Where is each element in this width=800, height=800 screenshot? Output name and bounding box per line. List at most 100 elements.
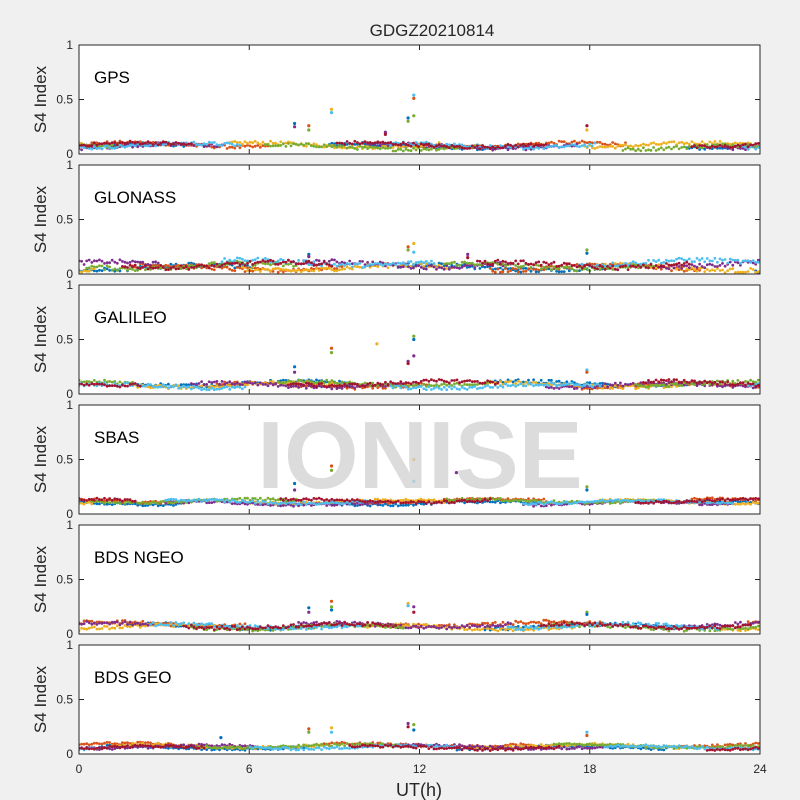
data-point: [105, 625, 109, 628]
data-point: [223, 385, 227, 389]
data-point: [493, 259, 497, 263]
data-point: [442, 382, 446, 386]
data-point: [333, 267, 336, 270]
data-point: [718, 269, 722, 272]
data-point: [141, 504, 145, 508]
data-point: [713, 145, 717, 149]
data-point: [751, 259, 755, 262]
data-point: [310, 144, 313, 148]
data-point: [731, 143, 735, 147]
data-point: [560, 620, 564, 624]
data-point: [264, 500, 267, 504]
data-point: [394, 384, 398, 388]
data-point: [264, 383, 267, 386]
data-point: [693, 268, 696, 271]
data-point: [511, 267, 515, 270]
data-point: [246, 496, 249, 500]
data-point: [470, 380, 474, 383]
data-point: [366, 502, 369, 506]
data-point: [276, 270, 280, 274]
data-point: [399, 380, 403, 383]
data-point: [565, 262, 569, 265]
data-point: [391, 263, 395, 267]
data-point: [700, 257, 704, 260]
data-point: [532, 504, 535, 508]
data-point: [373, 383, 377, 387]
data-point: [537, 268, 541, 272]
data-point: [394, 502, 398, 506]
data-point: [384, 498, 387, 502]
data-point: [340, 502, 344, 506]
data-point: [736, 143, 740, 147]
data-point: [136, 260, 140, 264]
data-point: [516, 499, 520, 503]
data-point: [555, 502, 558, 505]
data-point: [281, 382, 285, 385]
data-point: [631, 145, 635, 149]
data-point: [478, 263, 482, 267]
data-point: [210, 384, 214, 388]
data-point: [430, 259, 433, 263]
data-point: [187, 268, 191, 271]
data-point: [422, 502, 426, 506]
data-point: [192, 266, 196, 269]
data-point: [703, 382, 707, 386]
data-point: [672, 378, 676, 381]
data-point: [687, 262, 691, 266]
data-point: [534, 146, 538, 149]
data-point: [522, 384, 525, 388]
data-point: [92, 259, 96, 263]
data-point: [573, 383, 576, 387]
data-point: [404, 381, 408, 385]
data-point: [315, 258, 318, 262]
data-point: [527, 381, 530, 385]
data-point: [381, 498, 385, 502]
data-point: [108, 265, 111, 269]
data-point: [284, 502, 288, 506]
data-point: [149, 268, 152, 271]
data-point: [128, 267, 132, 270]
data-point: [659, 142, 663, 146]
data-point: [552, 141, 556, 145]
data-point: [177, 384, 181, 388]
data-point: [532, 263, 535, 267]
data-point: [391, 149, 395, 153]
data-point: [718, 140, 722, 143]
data-point: [376, 502, 380, 506]
data-point: [626, 499, 630, 502]
data-point: [476, 501, 479, 505]
data-point: [202, 142, 206, 146]
data-point: [386, 502, 390, 505]
data-point: [356, 265, 359, 269]
plot-area: [79, 165, 760, 274]
data-point: [253, 266, 257, 270]
data-point: [483, 145, 487, 149]
data-point: [603, 262, 607, 266]
data-point: [575, 142, 579, 146]
data-point: [82, 383, 86, 387]
data-point: [207, 144, 211, 148]
data-point: [164, 498, 168, 502]
data-point: [340, 387, 344, 390]
data-point: [501, 262, 505, 266]
data-point: [460, 265, 464, 269]
data-point: [544, 383, 548, 386]
data-point: [476, 623, 479, 627]
data-point: [675, 257, 678, 261]
data-point: [670, 501, 673, 505]
data-point: [325, 378, 329, 382]
data-point: [450, 379, 454, 382]
data-point: [506, 262, 510, 265]
spike-point: [585, 248, 589, 252]
data-point: [453, 501, 456, 505]
data-point: [302, 259, 306, 263]
data-point: [131, 382, 135, 386]
data-point: [223, 500, 227, 504]
data-point: [350, 146, 354, 149]
data-point: [435, 379, 438, 383]
data-point: [251, 258, 255, 262]
data-point: [407, 501, 410, 504]
data-point: [241, 142, 244, 146]
data-point: [363, 263, 367, 266]
data-point: [478, 147, 482, 151]
